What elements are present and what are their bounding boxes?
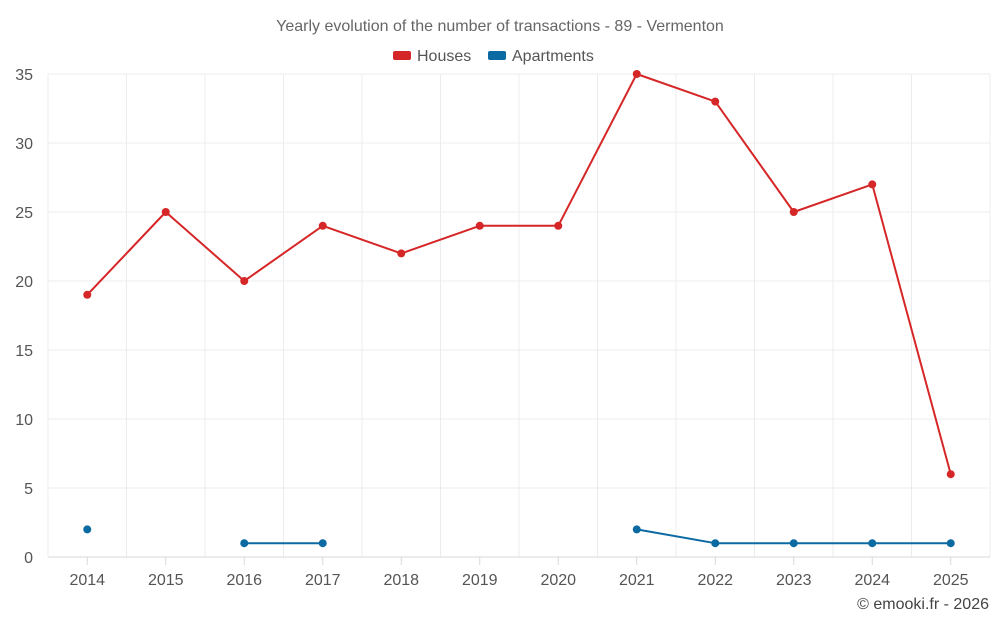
- x-tick-label: 2025: [933, 572, 969, 589]
- x-tick-label: 2017: [305, 572, 341, 589]
- data-point-apartments[interactable]: [632, 525, 641, 534]
- data-point-apartments[interactable]: [83, 525, 92, 534]
- data-point-houses[interactable]: [554, 221, 563, 230]
- y-tick-label: 25: [15, 205, 33, 222]
- y-tick-label: 20: [15, 274, 33, 291]
- legend-item-houses[interactable]: Houses: [393, 48, 471, 65]
- y-tick-label: 10: [15, 412, 33, 429]
- x-tick-label: 2024: [854, 572, 890, 589]
- x-tick-label: 2014: [69, 572, 105, 589]
- data-point-houses[interactable]: [240, 277, 249, 285]
- data-point-houses[interactable]: [868, 180, 877, 189]
- legend-item-apartments[interactable]: Apartments: [488, 48, 594, 65]
- x-tick-label: 2023: [776, 572, 812, 589]
- chart-credit: © emooki.fr - 2026: [857, 596, 989, 613]
- x-tick-label: 2021: [619, 572, 655, 589]
- x-tick-label: 2022: [697, 572, 733, 589]
- legend-swatch: [488, 51, 506, 60]
- series-houses: [83, 70, 955, 479]
- legend-label: Houses: [417, 48, 471, 65]
- data-point-apartments[interactable]: [711, 539, 720, 548]
- series-apartments: [83, 525, 955, 548]
- x-tick-label: 2015: [148, 572, 184, 589]
- data-point-houses[interactable]: [789, 208, 798, 216]
- data-point-houses[interactable]: [946, 470, 955, 479]
- data-point-houses[interactable]: [475, 221, 484, 230]
- x-tick-label: 2016: [226, 572, 262, 589]
- data-point-houses[interactable]: [318, 221, 327, 230]
- data-point-apartments[interactable]: [240, 539, 249, 548]
- data-point-houses[interactable]: [711, 97, 720, 106]
- series-area: [83, 70, 955, 548]
- data-point-houses[interactable]: [83, 290, 92, 299]
- y-tick-label: 15: [15, 343, 33, 360]
- y-tick-label: 35: [15, 67, 33, 84]
- y-tick-label: 0: [24, 550, 33, 567]
- data-point-houses[interactable]: [397, 249, 406, 258]
- data-point-houses[interactable]: [161, 208, 170, 216]
- data-point-apartments[interactable]: [318, 539, 327, 548]
- chart-title: Yearly evolution of the number of transa…: [276, 18, 724, 35]
- x-tick-label: 2018: [383, 572, 419, 589]
- data-point-apartments[interactable]: [946, 539, 955, 548]
- legend-label: Apartments: [512, 48, 594, 65]
- data-point-apartments[interactable]: [789, 539, 798, 548]
- y-tick-label: 30: [15, 136, 33, 153]
- y-tick-label: 5: [24, 481, 33, 498]
- data-point-houses[interactable]: [632, 70, 641, 78]
- data-point-apartments[interactable]: [868, 539, 877, 548]
- x-tick-label: 2020: [540, 572, 576, 589]
- x-tick-label: 2019: [462, 572, 498, 589]
- series-line-houses: [86, 73, 952, 475]
- legend-swatch: [393, 51, 411, 60]
- legend[interactable]: Houses Apartments: [393, 48, 594, 65]
- grid: [47, 73, 991, 557]
